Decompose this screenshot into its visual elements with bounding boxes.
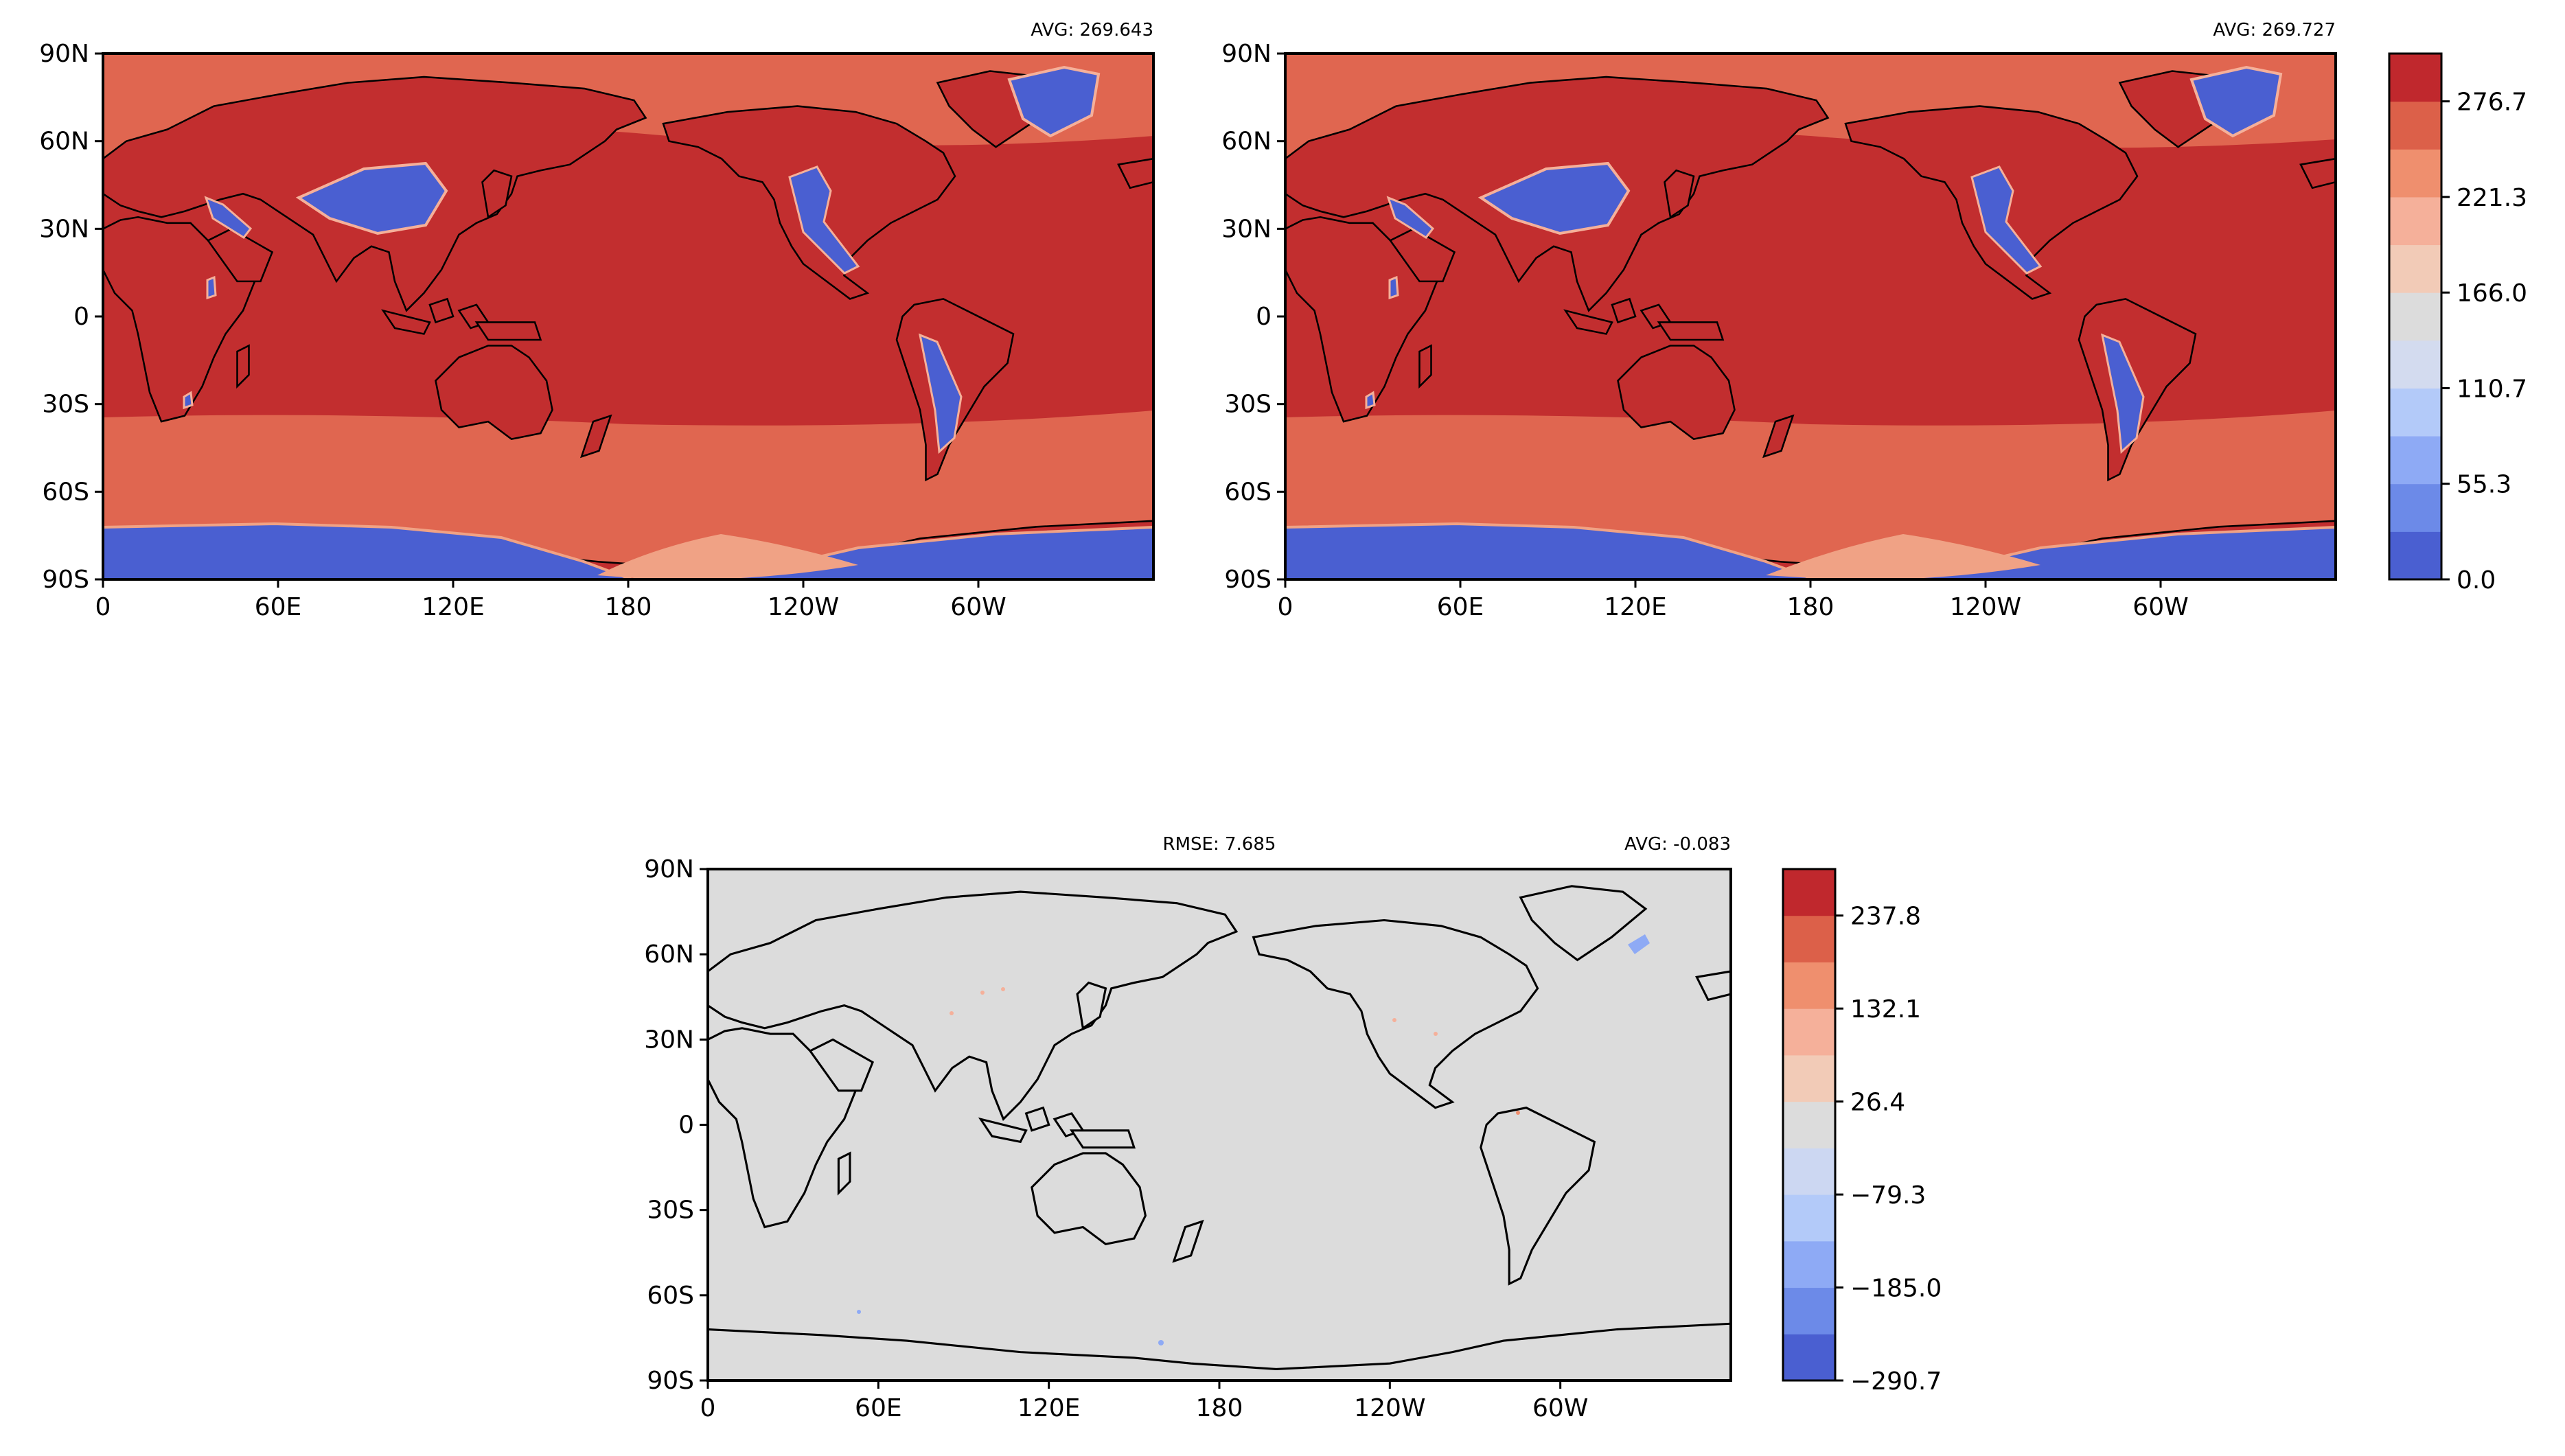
- colorbar-tick-label: −79.3: [1850, 1181, 1926, 1210]
- colorbar-swatch: [2389, 531, 2441, 580]
- colorbar-swatch: [1783, 1287, 1835, 1334]
- colorbar-swatch: [2389, 101, 2441, 150]
- colorbar-swatch: [2389, 244, 2441, 293]
- x-tick-label: 180: [1787, 593, 1834, 621]
- colorbar-swatch: [2389, 388, 2441, 437]
- y-tick-label: 60N: [39, 128, 89, 156]
- y-tick-label: 0: [1256, 303, 1272, 331]
- x-tick-label: 60E: [855, 1394, 902, 1422]
- y-tick-label: 90S: [647, 1367, 694, 1395]
- x-tick-label: 60E: [1437, 593, 1484, 621]
- y-tick-label: 30S: [42, 391, 89, 419]
- x-tick-label: 60W: [1532, 1394, 1588, 1422]
- tibet-cold: [295, 161, 448, 235]
- rockies-cold: [788, 165, 860, 275]
- x-tick-label: 60W: [950, 593, 1006, 621]
- colorbar-swatch: [2389, 54, 2441, 102]
- y-tick-label: 30N: [39, 215, 89, 243]
- map-panel-ref: [1284, 52, 2337, 581]
- y-tick-label: 60S: [1224, 478, 1272, 506]
- avg-label-ref: AVG: 269.727: [2213, 20, 2336, 41]
- rmse-label-diff: RMSE: 7.685: [1163, 834, 1276, 855]
- y-tick-label: 30N: [1221, 215, 1272, 243]
- colorbar-tick-label: 110.7: [2457, 375, 2527, 403]
- x-tick-label: 180: [1196, 1394, 1243, 1422]
- x-tick-label: 120W: [768, 593, 839, 621]
- antarctica-cold: [103, 522, 632, 579]
- colorbar-swatch: [2389, 196, 2441, 246]
- x-tick-label: 60W: [2132, 593, 2188, 621]
- colorbar-swatch: [1783, 962, 1835, 1009]
- y-tick-label: 90N: [644, 855, 694, 883]
- colorbar-top: 0.0 55.3 110.7 166.0 221.3 276.7: [2388, 52, 2527, 594]
- colorbar-swatch: [2389, 292, 2441, 341]
- map-panel-diff: [706, 868, 1732, 1382]
- colorbar-tick-label: 0.0: [2457, 566, 2496, 594]
- x-tick-label: 0: [1278, 593, 1293, 621]
- colorbar-swatch: [2389, 340, 2441, 389]
- y-tick-label: 90N: [39, 40, 89, 68]
- colorbar-tick-label: −185.0: [1850, 1275, 1942, 1303]
- colorbar-swatch: [1783, 1240, 1835, 1289]
- colorbar-swatch: [1783, 1008, 1835, 1056]
- greenland-cold: [1007, 65, 1101, 138]
- x-tick-label: 60E: [255, 593, 302, 621]
- y-tick-label: 90S: [1224, 566, 1272, 594]
- x-tick-label: 120E: [1017, 1394, 1080, 1422]
- y-tick-label: 60S: [647, 1282, 694, 1310]
- y-tick-label: 0: [678, 1111, 694, 1140]
- andes-cold: [918, 333, 963, 454]
- y-tick-label: 30N: [644, 1026, 694, 1054]
- colorbar-swatch: [2389, 149, 2441, 198]
- colorbar-tick-label: −290.7: [1850, 1367, 1942, 1396]
- colorbar-diff: −290.7 −185.0 −79.3 26.4 132.1 237.8: [1782, 868, 1942, 1396]
- colorbar-swatch: [1783, 1334, 1835, 1381]
- x-tick-label: 0: [700, 1394, 716, 1422]
- colorbar-swatch: [1783, 869, 1835, 916]
- colorbar-tick-label: 221.3: [2457, 184, 2527, 212]
- colorbar-tick-label: 55.3: [2457, 471, 2511, 499]
- colorbar-swatch: [1783, 915, 1835, 962]
- y-tick-label: 90S: [42, 566, 89, 594]
- y-tick-label: 90N: [1221, 40, 1272, 68]
- y-tick-label: 0: [73, 303, 89, 331]
- colorbar-tick-label: 166.0: [2457, 279, 2527, 308]
- y-tick-label: 60N: [644, 940, 694, 969]
- colorbar-swatch: [1783, 1054, 1835, 1102]
- colorbar-swatch: [1783, 1194, 1835, 1242]
- colorbar-swatch: [1783, 1148, 1835, 1195]
- y-tick-label: 30S: [1224, 391, 1272, 419]
- colorbar-tick-label: 26.4: [1850, 1089, 1905, 1117]
- y-tick-label: 60N: [1221, 128, 1272, 156]
- x-tick-label: 120W: [1950, 593, 2021, 621]
- x-tick-label: 0: [95, 593, 111, 621]
- x-tick-label: 120E: [1604, 593, 1666, 621]
- colorbar-tick-label: 132.1: [1850, 995, 1921, 1024]
- y-tick-label: 60S: [42, 478, 89, 506]
- y-tick-label: 30S: [647, 1197, 694, 1225]
- map-panel-test: [102, 52, 1155, 581]
- x-tick-label: 180: [605, 593, 652, 621]
- avg-label-test: AVG: 269.643: [1031, 20, 1153, 41]
- colorbar-swatch: [1783, 1101, 1835, 1148]
- x-tick-label: 120E: [422, 593, 484, 621]
- colorbar-swatch: [2389, 436, 2441, 485]
- avg-label-diff: AVG: -0.083: [1624, 834, 1731, 855]
- colorbar-tick-label: 237.8: [1850, 903, 1921, 931]
- colorbar-swatch: [2389, 483, 2441, 532]
- x-tick-label: 120W: [1354, 1394, 1425, 1422]
- colorbar-tick-label: 276.7: [2457, 89, 2527, 117]
